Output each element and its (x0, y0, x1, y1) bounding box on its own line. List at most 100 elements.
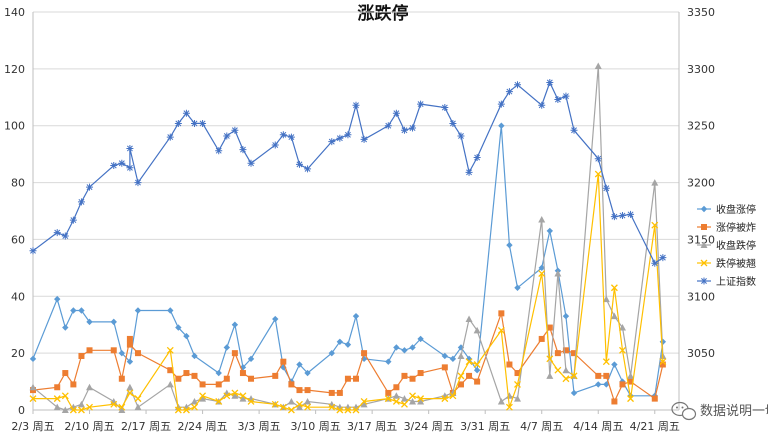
point (473, 361, 481, 368)
right-tick-label: 3300 (687, 63, 715, 76)
point (134, 395, 142, 403)
point (562, 375, 570, 383)
series-line (33, 173, 664, 411)
legend-label: 上证指数 (716, 275, 756, 288)
right-tick-label: 3200 (687, 177, 715, 190)
point (417, 395, 425, 403)
point (215, 147, 223, 155)
point (700, 241, 708, 248)
point (118, 159, 126, 167)
point (78, 352, 85, 359)
point (409, 344, 416, 351)
point (344, 131, 352, 139)
point (505, 403, 513, 411)
point (514, 370, 521, 377)
point (328, 349, 335, 357)
point (247, 355, 255, 363)
point (497, 326, 505, 334)
watermark: 数据说明一切 (671, 401, 768, 421)
point (659, 361, 666, 368)
point (167, 307, 174, 314)
point (473, 154, 481, 162)
point (239, 370, 246, 377)
point (603, 381, 610, 388)
point (110, 400, 118, 408)
point (29, 247, 37, 255)
x-tick-label: 4/7 周五 (520, 420, 563, 433)
point (134, 350, 141, 357)
point (231, 392, 239, 399)
point (271, 141, 279, 149)
point (126, 144, 134, 152)
legend-item: 上证指数 (697, 275, 756, 288)
point (538, 335, 545, 342)
point (69, 216, 77, 224)
point (62, 370, 69, 377)
point (449, 392, 457, 400)
point (554, 350, 561, 357)
point (199, 119, 207, 127)
left-tick-label: 140 (4, 6, 25, 19)
point (70, 381, 77, 388)
left-tick-label: 0 (18, 404, 25, 417)
point (223, 375, 230, 382)
point (231, 321, 239, 328)
legend-item: 涨停被炸 (697, 221, 756, 234)
point (295, 160, 303, 168)
point (287, 397, 295, 405)
point (506, 361, 513, 368)
right-tick-label: 3100 (687, 290, 715, 303)
point (466, 372, 473, 379)
legend-item: 收盘跌停 (697, 239, 756, 252)
point (594, 170, 602, 178)
point (473, 326, 481, 334)
series-0 (29, 122, 667, 399)
point (417, 397, 425, 405)
point (328, 389, 335, 396)
point (239, 395, 247, 402)
point (627, 395, 635, 403)
point (304, 397, 312, 405)
point (126, 335, 133, 342)
point (287, 406, 295, 414)
point (352, 406, 360, 414)
point (86, 318, 93, 326)
point (183, 370, 190, 377)
point (651, 395, 658, 402)
point (610, 312, 618, 320)
point (701, 224, 707, 230)
left-tick-label: 100 (4, 120, 25, 133)
point (473, 367, 481, 374)
point (610, 284, 618, 292)
legend-item: 跌停被翘 (697, 257, 756, 270)
point (385, 389, 392, 396)
point (506, 241, 513, 249)
point (191, 352, 198, 360)
point (77, 400, 85, 408)
point (191, 397, 198, 405)
point (175, 324, 182, 331)
point (29, 355, 37, 363)
point (627, 378, 634, 385)
point (175, 375, 182, 382)
point (118, 375, 125, 382)
point (86, 403, 93, 411)
point (279, 403, 287, 411)
point (417, 335, 424, 343)
point (167, 367, 174, 374)
x-tick-label: 2/10 周五 (64, 420, 114, 433)
left-y-axis: 0 20 40 60 80 100 120 140 (4, 6, 25, 417)
point (441, 352, 449, 360)
point (651, 221, 659, 229)
point (61, 392, 69, 400)
point (336, 406, 344, 414)
point (29, 383, 37, 391)
point (215, 369, 222, 377)
point (700, 205, 708, 213)
point (546, 355, 554, 363)
point (651, 259, 659, 267)
point (231, 350, 238, 357)
point (247, 159, 255, 167)
